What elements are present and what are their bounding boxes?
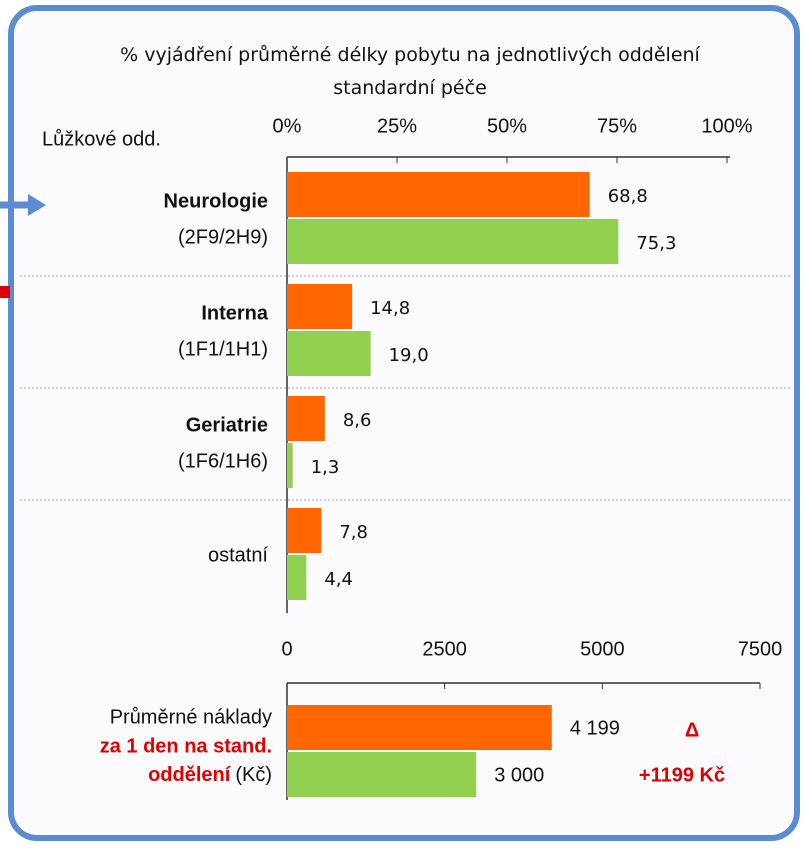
- category-label: za 1 den na stand.: [100, 735, 272, 757]
- bar: [287, 284, 353, 329]
- y-axis-label: Lůžkové odd.: [42, 128, 161, 150]
- marker: [0, 286, 10, 298]
- frame: [8, 5, 800, 841]
- arrow-head: [28, 194, 46, 216]
- value-label: 68,8: [608, 186, 648, 207]
- bar: [287, 172, 590, 217]
- value-label: 4 199: [570, 717, 620, 739]
- annotation: Δ: [685, 719, 699, 741]
- x-tick-label: 0: [281, 638, 292, 660]
- bar: [287, 555, 307, 600]
- x-tick-label: 2500: [422, 638, 467, 660]
- x-tick-label: 0%: [273, 115, 302, 137]
- x-tick-label: 7500: [738, 638, 783, 660]
- bar: [287, 508, 322, 553]
- x-tick-label: 75%: [597, 115, 637, 137]
- x-tick-label: 5000: [580, 638, 625, 660]
- category-label: Interna: [201, 302, 269, 324]
- value-label: 1,3: [311, 457, 340, 478]
- value-label: 8,6: [343, 410, 372, 431]
- bar: [287, 331, 371, 376]
- value-label: 19,0: [389, 345, 429, 366]
- category-label: (1F1/1H1): [178, 338, 268, 360]
- category-label: oddělení (Kč): [148, 764, 272, 786]
- value-label: 3 000: [494, 764, 544, 786]
- value-label: 4,4: [324, 569, 353, 590]
- annotation: +1199 Kč: [639, 764, 725, 786]
- bar: [287, 705, 552, 750]
- category-label: ostatní: [208, 544, 268, 566]
- category-label: Neurologie: [164, 190, 268, 212]
- bar: [287, 752, 477, 797]
- x-tick-label: 50%: [487, 115, 527, 137]
- title-line: standardní péče: [333, 77, 487, 99]
- bar: [287, 443, 293, 488]
- value-label: 14,8: [370, 298, 410, 319]
- chart-title: % vyjádření průměrné délky pobytu na jed…: [120, 44, 700, 99]
- bar: [287, 219, 619, 264]
- x-tick-label: 25%: [377, 115, 417, 137]
- x-tick-label: 100%: [701, 115, 752, 137]
- category-label: (2F9/2H9): [178, 226, 268, 248]
- value-label: 7,8: [339, 522, 368, 543]
- value-label: 75,3: [636, 233, 676, 254]
- category-label: Průměrné náklady: [110, 706, 272, 728]
- bar: [287, 396, 325, 441]
- category-label-part: (Kč): [235, 764, 272, 786]
- category-label: (1F6/1H6): [178, 450, 268, 472]
- category-label-part: oddělení: [148, 764, 232, 786]
- title-line: % vyjádření průměrné délky pobytu na jed…: [120, 44, 700, 66]
- category-label: Geriatrie: [186, 414, 268, 436]
